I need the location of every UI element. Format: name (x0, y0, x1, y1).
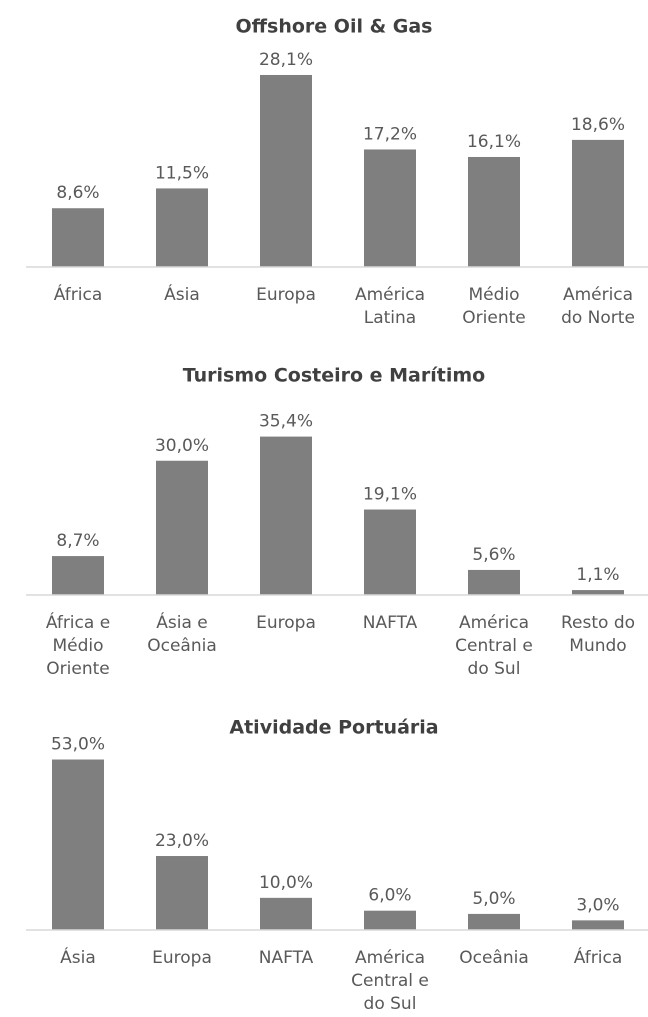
label-line: América (355, 285, 425, 305)
value-label: 3,0% (576, 895, 619, 915)
label-line: Oriente (462, 308, 525, 328)
bar (468, 913, 520, 930)
x-tick-label: América Central e do Sul (351, 948, 429, 1014)
x-tick-label: Europa (256, 285, 316, 305)
label-line: Latina (364, 308, 416, 328)
label-line: África (574, 946, 623, 968)
bar (364, 910, 416, 930)
x-tick-label: América Central e do Sul (455, 613, 533, 679)
label-line: Central e (455, 636, 533, 656)
value-label: 30,0% (155, 436, 209, 456)
value-label: 23,0% (155, 831, 209, 851)
x-tick-label: Europa (256, 613, 316, 633)
label-line: Resto do (561, 613, 635, 633)
bar (260, 897, 312, 930)
label-line: América (563, 285, 633, 305)
label-line: do Sul (364, 994, 417, 1014)
x-tick-label: Médio Oriente (462, 285, 525, 328)
value-label: 35,4% (259, 412, 313, 432)
bar (468, 569, 520, 595)
label-line: África (54, 283, 103, 305)
bar (156, 856, 208, 930)
bar (572, 139, 624, 267)
label-line: Europa (256, 285, 316, 305)
bar (156, 188, 208, 267)
bar (156, 460, 208, 595)
bar (364, 509, 416, 595)
x-tick-label: Ásia (60, 946, 96, 968)
label-line: do Norte (561, 308, 635, 328)
label-line: Ásia (60, 946, 96, 968)
label-line: Oceânia (147, 636, 217, 656)
bar (52, 208, 104, 267)
label-line: Médio (52, 636, 103, 656)
x-tick-label: Ásia (164, 283, 200, 305)
bar (260, 436, 312, 595)
x-tick-label: NAFTA (363, 613, 418, 633)
label-line: do Sul (468, 659, 521, 679)
value-label: 18,6% (571, 115, 625, 135)
value-label: 5,0% (472, 889, 515, 909)
chart-title: Atividade Portuária (229, 717, 438, 739)
bar (468, 156, 520, 267)
x-tick-label: África (574, 946, 623, 968)
value-label: 28,1% (259, 50, 313, 70)
chart-title: Offshore Oil & Gas (235, 16, 432, 38)
value-label: 17,2% (363, 124, 417, 144)
value-label: 16,1% (467, 132, 521, 152)
label-line: África e (46, 611, 110, 633)
value-label: 8,7% (56, 531, 99, 551)
label-line: Ásia e (156, 611, 208, 633)
bar (364, 149, 416, 267)
value-label: 5,6% (472, 545, 515, 565)
bar (572, 920, 624, 930)
x-tick-label: Europa (152, 948, 212, 968)
x-tick-label: Ásia e Oceânia (147, 611, 217, 656)
value-label: 19,1% (363, 485, 417, 505)
x-tick-label: Resto do Mundo (561, 613, 635, 656)
value-label: 11,5% (155, 163, 209, 183)
label-line: América (355, 948, 425, 968)
chart-title: Turismo Costeiro e Marítimo (183, 365, 485, 387)
value-label: 6,0% (368, 886, 411, 906)
label-line: NAFTA (259, 948, 314, 968)
bar (572, 590, 624, 595)
x-tick-label: América do Norte (561, 285, 635, 328)
label-line: NAFTA (363, 613, 418, 633)
bar (260, 74, 312, 267)
label-line: Europa (256, 613, 316, 633)
label-line: Médio (468, 285, 519, 305)
x-tick-label: NAFTA (259, 948, 314, 968)
x-tick-label: América Latina (355, 285, 425, 328)
value-label: 10,0% (259, 873, 313, 893)
label-line: Oriente (46, 659, 109, 679)
label-line: Oceânia (459, 948, 529, 968)
bar (52, 759, 104, 930)
label-line: Central e (351, 971, 429, 991)
value-label: 8,6% (56, 183, 99, 203)
x-tick-label: Oceânia (459, 948, 529, 968)
label-line: Europa (152, 948, 212, 968)
value-label: 53,0% (51, 735, 105, 755)
x-tick-label: África (54, 283, 103, 305)
label-line: América (459, 613, 529, 633)
label-line: Mundo (569, 636, 626, 656)
x-tick-label: África e Médio Oriente (46, 611, 110, 679)
label-line: Ásia (164, 283, 200, 305)
bar (52, 556, 104, 595)
value-label: 1,1% (576, 565, 619, 585)
